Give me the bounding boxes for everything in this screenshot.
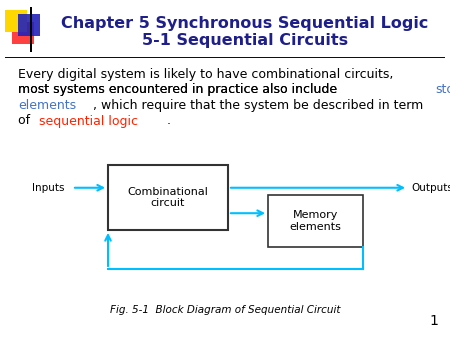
Text: storage: storage [435, 83, 450, 97]
Bar [30, 7, 32, 52]
Text: , which require that the system be described in term: , which require that the system be descr… [93, 99, 423, 112]
Text: .: . [166, 115, 171, 127]
Text: Fig. 5-1  Block Diagram of Sequential Circuit: Fig. 5-1 Block Diagram of Sequential Cir… [110, 305, 340, 315]
Text: Chapter 5 Synchronous Sequential Logic: Chapter 5 Synchronous Sequential Logic [61, 16, 429, 31]
Text: most systems encountered in practice also include: most systems encountered in practice als… [18, 83, 341, 97]
Text: 1: 1 [429, 314, 438, 328]
Text: Outputs: Outputs [411, 183, 450, 193]
Bar [5, 10, 27, 32]
Text: elements: elements [18, 99, 76, 112]
Bar [12, 22, 34, 44]
Bar [268, 195, 363, 247]
Text: Combinational
circuit: Combinational circuit [127, 187, 208, 208]
Bar [108, 165, 228, 230]
Text: 5-1 Sequential Circuits: 5-1 Sequential Circuits [142, 33, 348, 48]
Text: of: of [18, 115, 34, 127]
Bar [5, 57, 445, 58]
Text: Memory
elements: Memory elements [289, 210, 342, 232]
Bar [18, 14, 40, 36]
Text: most systems encountered in practice also include: most systems encountered in practice als… [18, 83, 341, 97]
Text: Inputs: Inputs [32, 183, 64, 193]
Text: Every digital system is likely to have combinational circuits,: Every digital system is likely to have c… [18, 68, 393, 81]
Text: sequential logic: sequential logic [39, 115, 138, 127]
